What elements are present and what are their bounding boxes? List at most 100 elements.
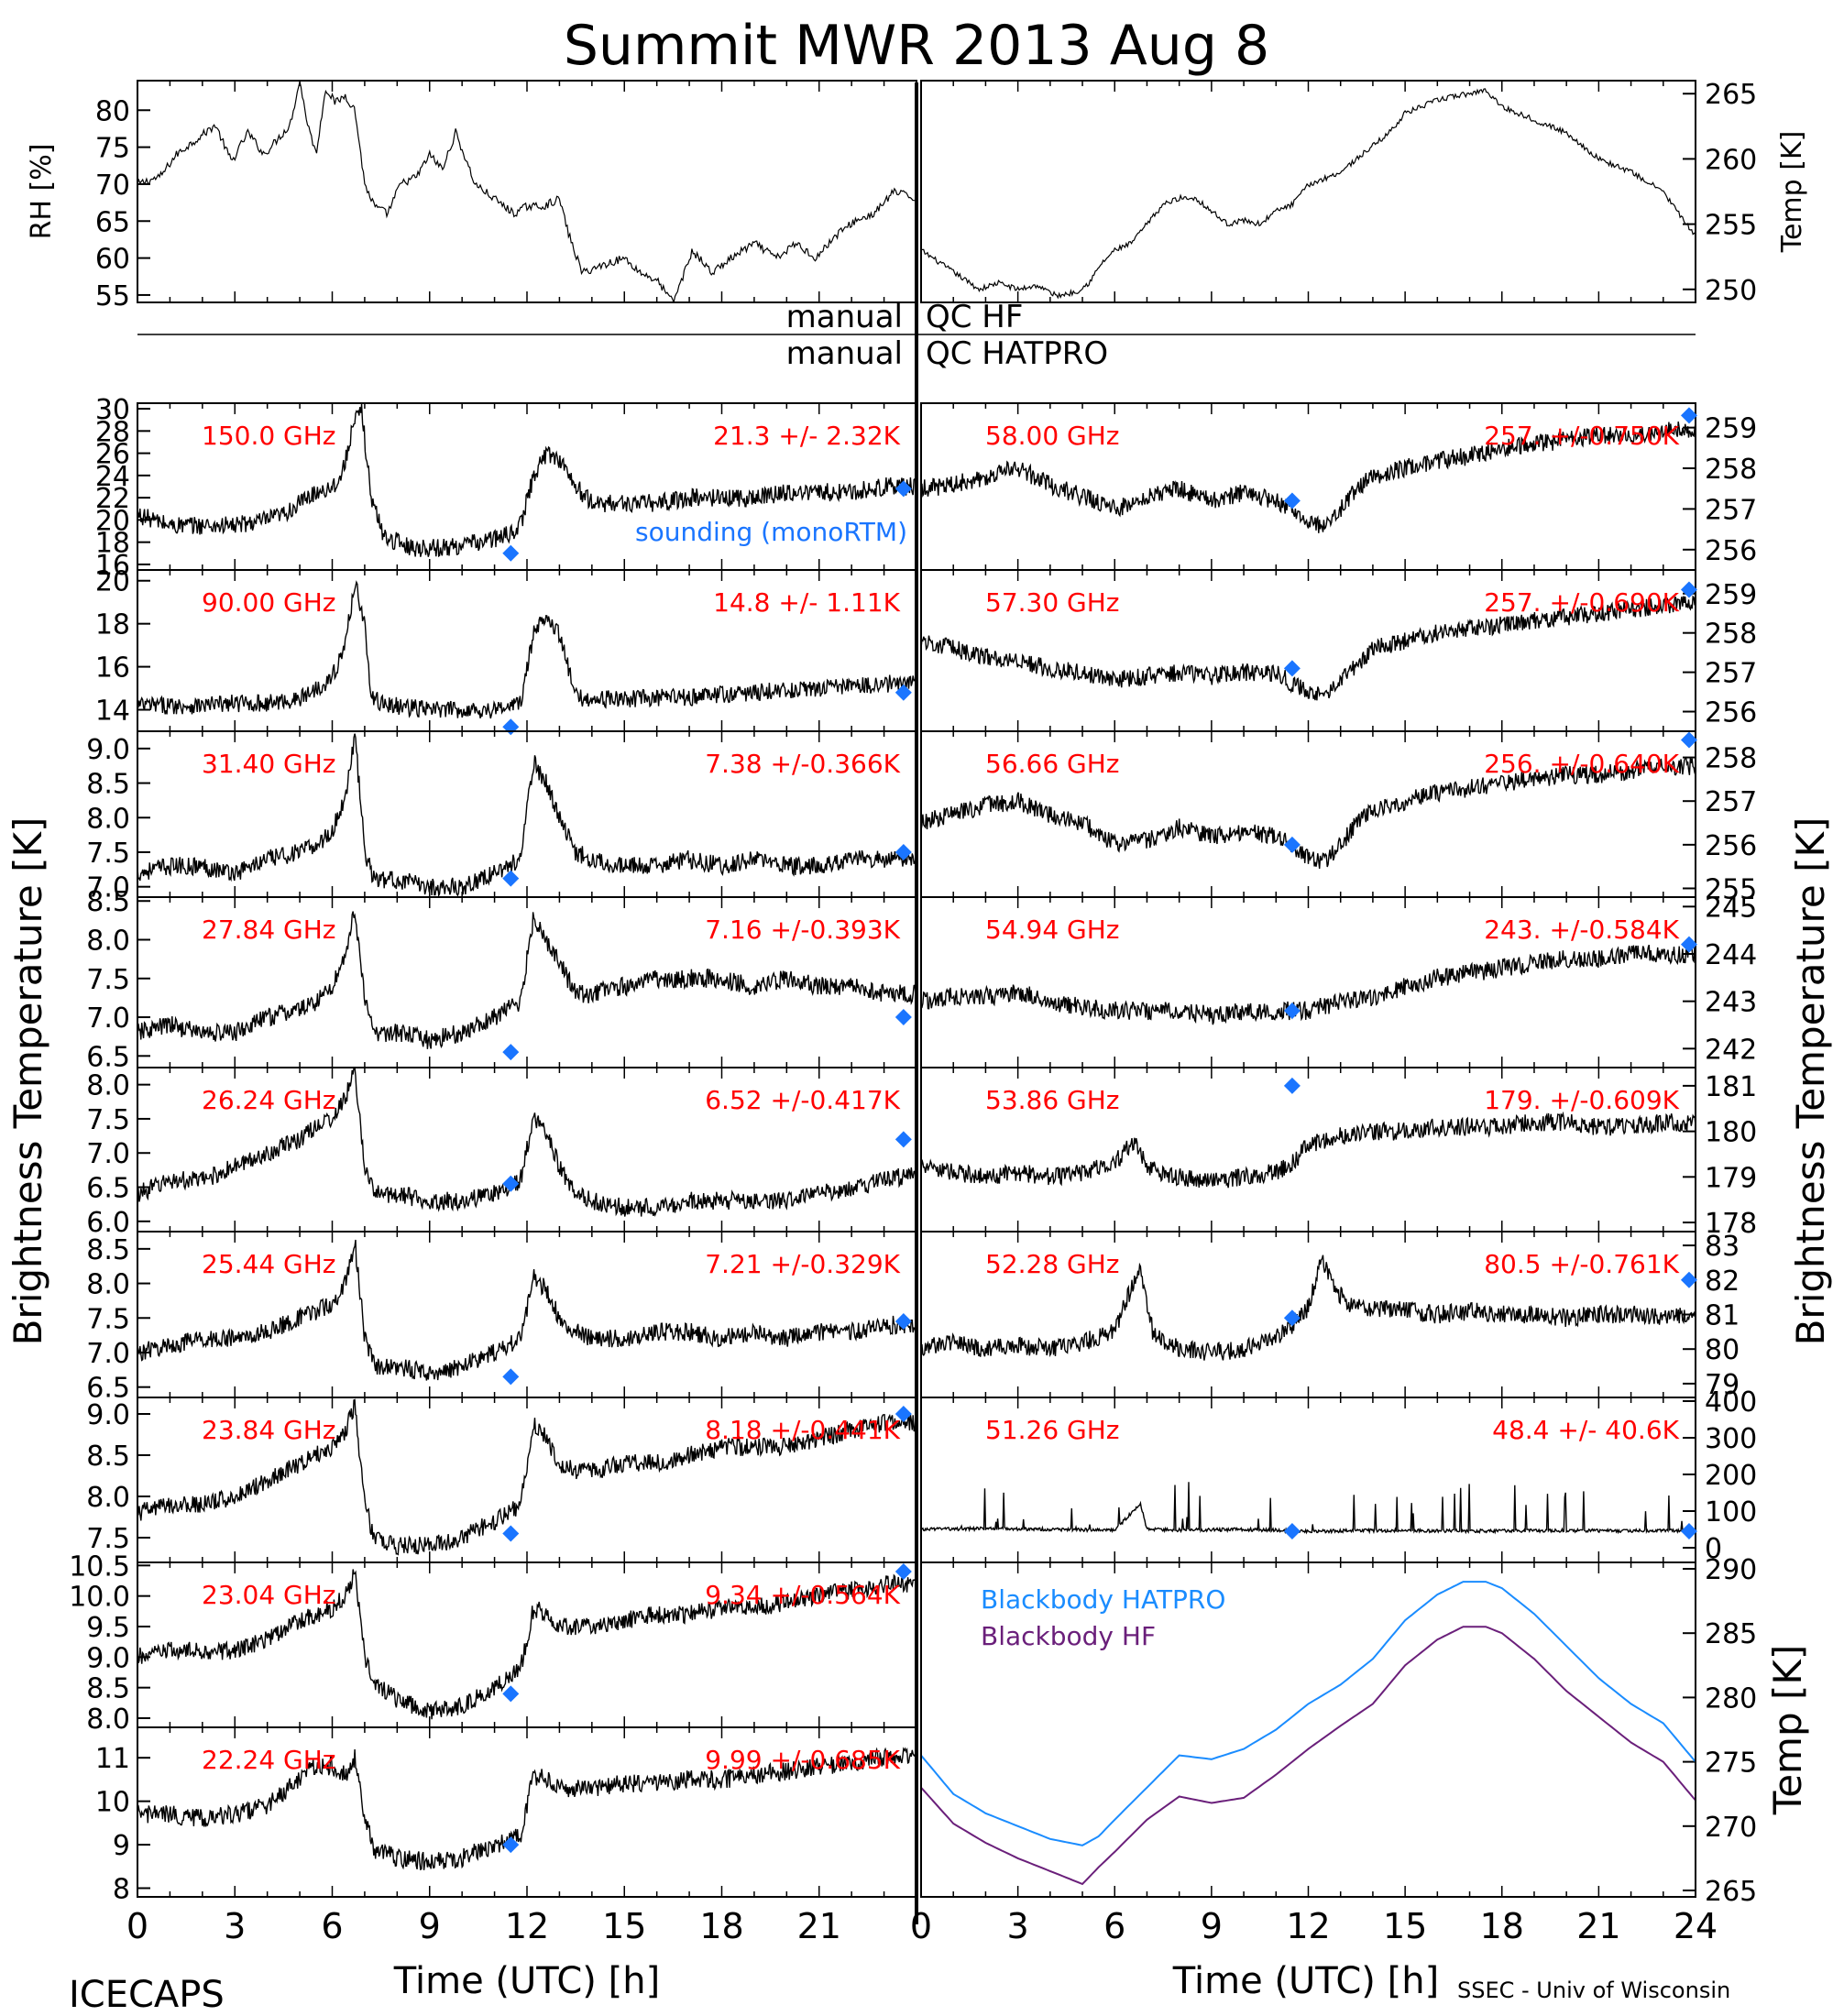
y-tick-label: 257	[1705, 786, 1757, 818]
trace-group	[138, 1747, 916, 1871]
y-tick-label: 9.0	[86, 1399, 130, 1431]
x-tick-label: 18	[699, 1906, 743, 1946]
y-tick-label: 8.5	[86, 769, 130, 801]
series-line	[138, 733, 916, 896]
y-tick-label: 8.0	[86, 1704, 130, 1736]
y-tick-label: 10.0	[69, 1582, 130, 1614]
y-tick-label: 70	[95, 170, 130, 202]
panel-tb-25-44: 6.57.07.58.08.5 25.44 GHz 7.21 +/-0.329K	[86, 1231, 917, 1405]
y-tick-label: 7.0	[86, 1138, 130, 1170]
trace-group	[138, 82, 916, 301]
y-tick-label: 250	[1705, 275, 1757, 307]
y-tick-label: 300	[1705, 1423, 1757, 1455]
channel-label: 31.40 GHz	[202, 749, 336, 779]
project-label: ICECAPS	[69, 1974, 225, 2016]
channel-stat: 80.5 +/-0.761K	[1484, 1249, 1679, 1279]
sounding-marker	[895, 684, 912, 701]
sounding-marker	[1283, 1309, 1301, 1327]
y-tick-label: 8.0	[86, 1070, 130, 1102]
series-line	[138, 404, 916, 558]
sounding-marker	[895, 1009, 912, 1026]
trace-group	[922, 756, 1695, 870]
trace-group	[922, 421, 1695, 533]
y-tick-label: 6.0	[86, 1207, 130, 1239]
channel-stat: 8.18 +/-0.441K	[705, 1415, 900, 1445]
sounding-marker	[502, 1175, 520, 1192]
channel-label: 58.00 GHz	[985, 421, 1120, 451]
channel-label: 52.28 GHz	[985, 1249, 1120, 1279]
y-axis-label: RH [%]	[26, 144, 58, 240]
y-tick-label: 243	[1705, 987, 1757, 1019]
channel-stat: 48.4 +/- 40.6K	[1492, 1415, 1679, 1445]
series-line	[138, 580, 916, 719]
y-tick-label: 16	[95, 550, 130, 582]
y-tick-label: 258	[1705, 454, 1757, 486]
trace-group	[138, 404, 916, 558]
y-tick-label: 8.5	[86, 1673, 130, 1705]
y-tick-label: 179	[1705, 1162, 1757, 1194]
sounding-marker	[1283, 660, 1301, 677]
trace-group	[922, 944, 1695, 1025]
panel-temp: 250 255 260 265 Temp [K]	[920, 79, 1808, 307]
trace-group	[922, 1581, 1695, 1886]
channel-label: 23.04 GHz	[202, 1580, 336, 1610]
x-tick-label: 12	[505, 1906, 549, 1946]
y-tick-label: 244	[1705, 939, 1757, 971]
y-tick-label: 257	[1705, 494, 1757, 526]
y-tick-label: 55	[95, 280, 130, 312]
y-tick-label: 259	[1705, 579, 1757, 611]
series-line	[922, 1255, 1695, 1361]
sounding-marker	[1680, 1523, 1697, 1539]
y-tick-label: 81	[1705, 1300, 1740, 1332]
right-y-label: Brightness Temperature [K]	[1788, 817, 1833, 1346]
y-tick-label: 7.5	[86, 1104, 130, 1136]
sounding-marker	[1283, 836, 1301, 853]
y-tick-label: 20	[95, 566, 130, 598]
y-tick-label: 280	[1705, 1682, 1757, 1715]
y-tick-label: 22	[95, 483, 130, 515]
series-line	[922, 1111, 1695, 1189]
y-tick-label: 16	[95, 652, 130, 685]
left-x-label: Time (UTC) [h]	[393, 1960, 660, 2002]
trace-group	[138, 1398, 916, 1556]
sounding-marker	[1680, 1271, 1697, 1288]
trace-group	[138, 1239, 916, 1381]
y-tick-label: 82	[1705, 1265, 1740, 1298]
sounding-marker	[502, 870, 520, 887]
y-tick-label: 9.5	[86, 1612, 130, 1644]
y-tick-label: 256	[1705, 830, 1757, 862]
series-line-blackbody-hatpro	[922, 1581, 1695, 1846]
qc-hatpro-right: QC HATPRO	[926, 335, 1108, 372]
y-tick-label: 258	[1705, 619, 1757, 651]
x-tick-label: 0	[910, 1906, 932, 1946]
channel-label: 150.0 GHz	[202, 421, 336, 451]
y-tick-label: 7.5	[86, 838, 130, 870]
y-tick-label: 7.5	[86, 1523, 130, 1555]
y-tick-label: 285	[1705, 1618, 1757, 1650]
trace-group	[138, 580, 916, 719]
y-tick-label: 6.5	[86, 1041, 130, 1073]
series-line-blackbody-hf	[922, 1626, 1695, 1886]
series-line	[922, 88, 1695, 300]
legend-entry: Blackbody HATPRO	[981, 1584, 1225, 1615]
series-line	[922, 944, 1695, 1025]
series-line	[138, 1747, 916, 1871]
y-tick-label: 18	[95, 609, 130, 641]
y-tick-label: 270	[1705, 1812, 1757, 1844]
y-tick-label: 7.0	[86, 1003, 130, 1035]
x-tick-label: 3	[1007, 1906, 1029, 1946]
y-tick-label: 9.0	[86, 734, 130, 766]
channel-stat: 21.3 +/- 2.32K	[713, 421, 900, 451]
y-tick-label: 265	[1705, 79, 1757, 111]
channel-label: 51.26 GHz	[985, 1415, 1120, 1445]
sounding-marker	[1283, 1077, 1301, 1094]
sounding-marker	[895, 843, 912, 860]
series-line	[138, 911, 916, 1049]
y-tick-label: 9	[113, 1830, 130, 1862]
panel-blackbody: 265 270 275 280 285 290 0 3 6 9 12 15 18 21 24 Blackbod…	[910, 1554, 1810, 1946]
channel-stat: 14.8 +/- 1.11K	[713, 587, 900, 618]
x-tick-label: 24	[1674, 1906, 1718, 1946]
channel-label: 56.66 GHz	[985, 749, 1120, 779]
channel-label: 54.94 GHz	[985, 915, 1120, 945]
